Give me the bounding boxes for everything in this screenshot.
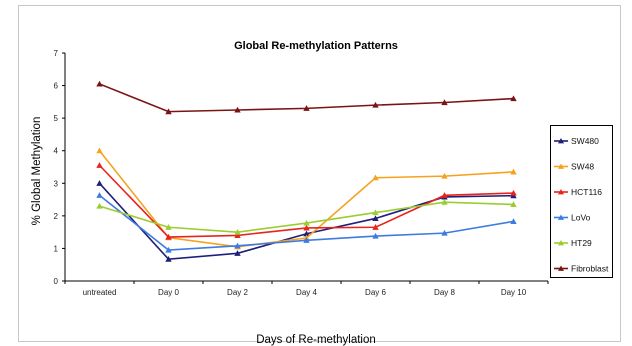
legend-item: LoVo — [554, 213, 591, 223]
legend-label: HT29 — [571, 238, 592, 248]
legend: SW480 SW48 HCT116 LoVo HT29 Fibroblast — [550, 125, 613, 278]
data-point — [372, 174, 379, 181]
data-point — [510, 201, 517, 208]
legend-label: SW48 — [571, 162, 594, 172]
data-point — [372, 209, 379, 216]
legend-item: HCT116 — [554, 187, 602, 197]
legend-item: SW48 — [554, 162, 594, 172]
legend-marker — [558, 163, 564, 169]
data-point — [510, 95, 517, 102]
legend-marker — [558, 240, 564, 246]
x-ticks: untreated Day 0 Day 2 Day 4 Day 6 Day 8 Day 10 — [64, 281, 549, 297]
data-point — [234, 232, 241, 238]
data-point — [372, 215, 379, 222]
legend-label: SW480 — [571, 136, 599, 146]
axes — [64, 53, 548, 282]
data-point — [303, 105, 310, 111]
chart-title: Global Re-methylation Patterns — [234, 40, 398, 52]
x-tick-label: Day 8 — [434, 288, 455, 297]
legend-marker — [558, 189, 564, 195]
data-point — [165, 233, 172, 240]
plot-series — [96, 80, 517, 262]
data-point — [372, 232, 379, 239]
legend-box — [550, 125, 613, 278]
y-tick-label: 4 — [54, 147, 59, 156]
x-tick-label: Day 4 — [296, 288, 317, 297]
data-point — [303, 230, 310, 237]
data-point — [96, 162, 103, 168]
y-tick-label: 7 — [54, 49, 59, 58]
legend-marker — [558, 138, 564, 144]
x-tick-label: untreated — [83, 288, 117, 297]
x-tick-label: Day 10 — [501, 288, 527, 297]
data-point — [165, 224, 172, 230]
chart-area-border — [18, 5, 621, 342]
data-point — [510, 189, 517, 196]
data-point — [234, 106, 241, 113]
data-point — [372, 101, 379, 108]
data-point — [165, 108, 172, 115]
data-point — [441, 99, 448, 106]
x-tick-label: Day 0 — [158, 288, 179, 297]
data-point — [510, 168, 517, 175]
series-lovo — [96, 192, 517, 253]
data-point — [441, 172, 448, 179]
data-point — [165, 255, 172, 262]
y-tick-label: 0 — [54, 277, 59, 286]
x-axis-title: Days of Re-methylation — [256, 334, 376, 346]
data-point — [303, 224, 310, 231]
legend-item: SW480 — [554, 136, 599, 146]
data-point — [234, 242, 241, 249]
data-point — [96, 80, 103, 87]
data-point — [96, 192, 103, 198]
legend-label: HCT116 — [571, 187, 602, 197]
data-point — [234, 250, 241, 256]
series-fibroblast — [96, 80, 517, 115]
y-tick-label: 2 — [54, 212, 59, 221]
data-point — [96, 202, 103, 209]
y-tick-label: 3 — [54, 179, 59, 188]
data-point — [303, 237, 310, 243]
data-point — [372, 224, 379, 230]
x-tick-label: Day 6 — [365, 288, 386, 297]
y-ticks: 0 1 2 3 4 5 6 7 — [54, 49, 65, 286]
data-point — [441, 198, 448, 205]
data-point — [510, 218, 517, 224]
y-tick-label: 5 — [54, 114, 59, 123]
legend-label: LoVo — [571, 213, 591, 223]
legend-marker — [558, 214, 564, 220]
series-hct116 — [96, 162, 517, 240]
y-tick-label: 1 — [54, 244, 59, 253]
data-point — [441, 229, 448, 236]
data-point — [96, 180, 103, 186]
legend-item: HT29 — [554, 238, 592, 248]
data-point — [441, 192, 448, 198]
y-tick-label: 6 — [54, 82, 59, 91]
data-point — [303, 219, 310, 226]
series-ht29 — [96, 198, 517, 235]
data-point — [234, 228, 241, 235]
legend-item: Fibroblast — [554, 264, 609, 274]
data-point — [165, 246, 172, 253]
x-tick-label: Day 2 — [227, 288, 248, 297]
legend-marker — [558, 265, 564, 271]
legend-label: Fibroblast — [571, 264, 609, 274]
data-point — [96, 147, 103, 154]
y-axis-title: % Global Methylation — [31, 117, 43, 226]
